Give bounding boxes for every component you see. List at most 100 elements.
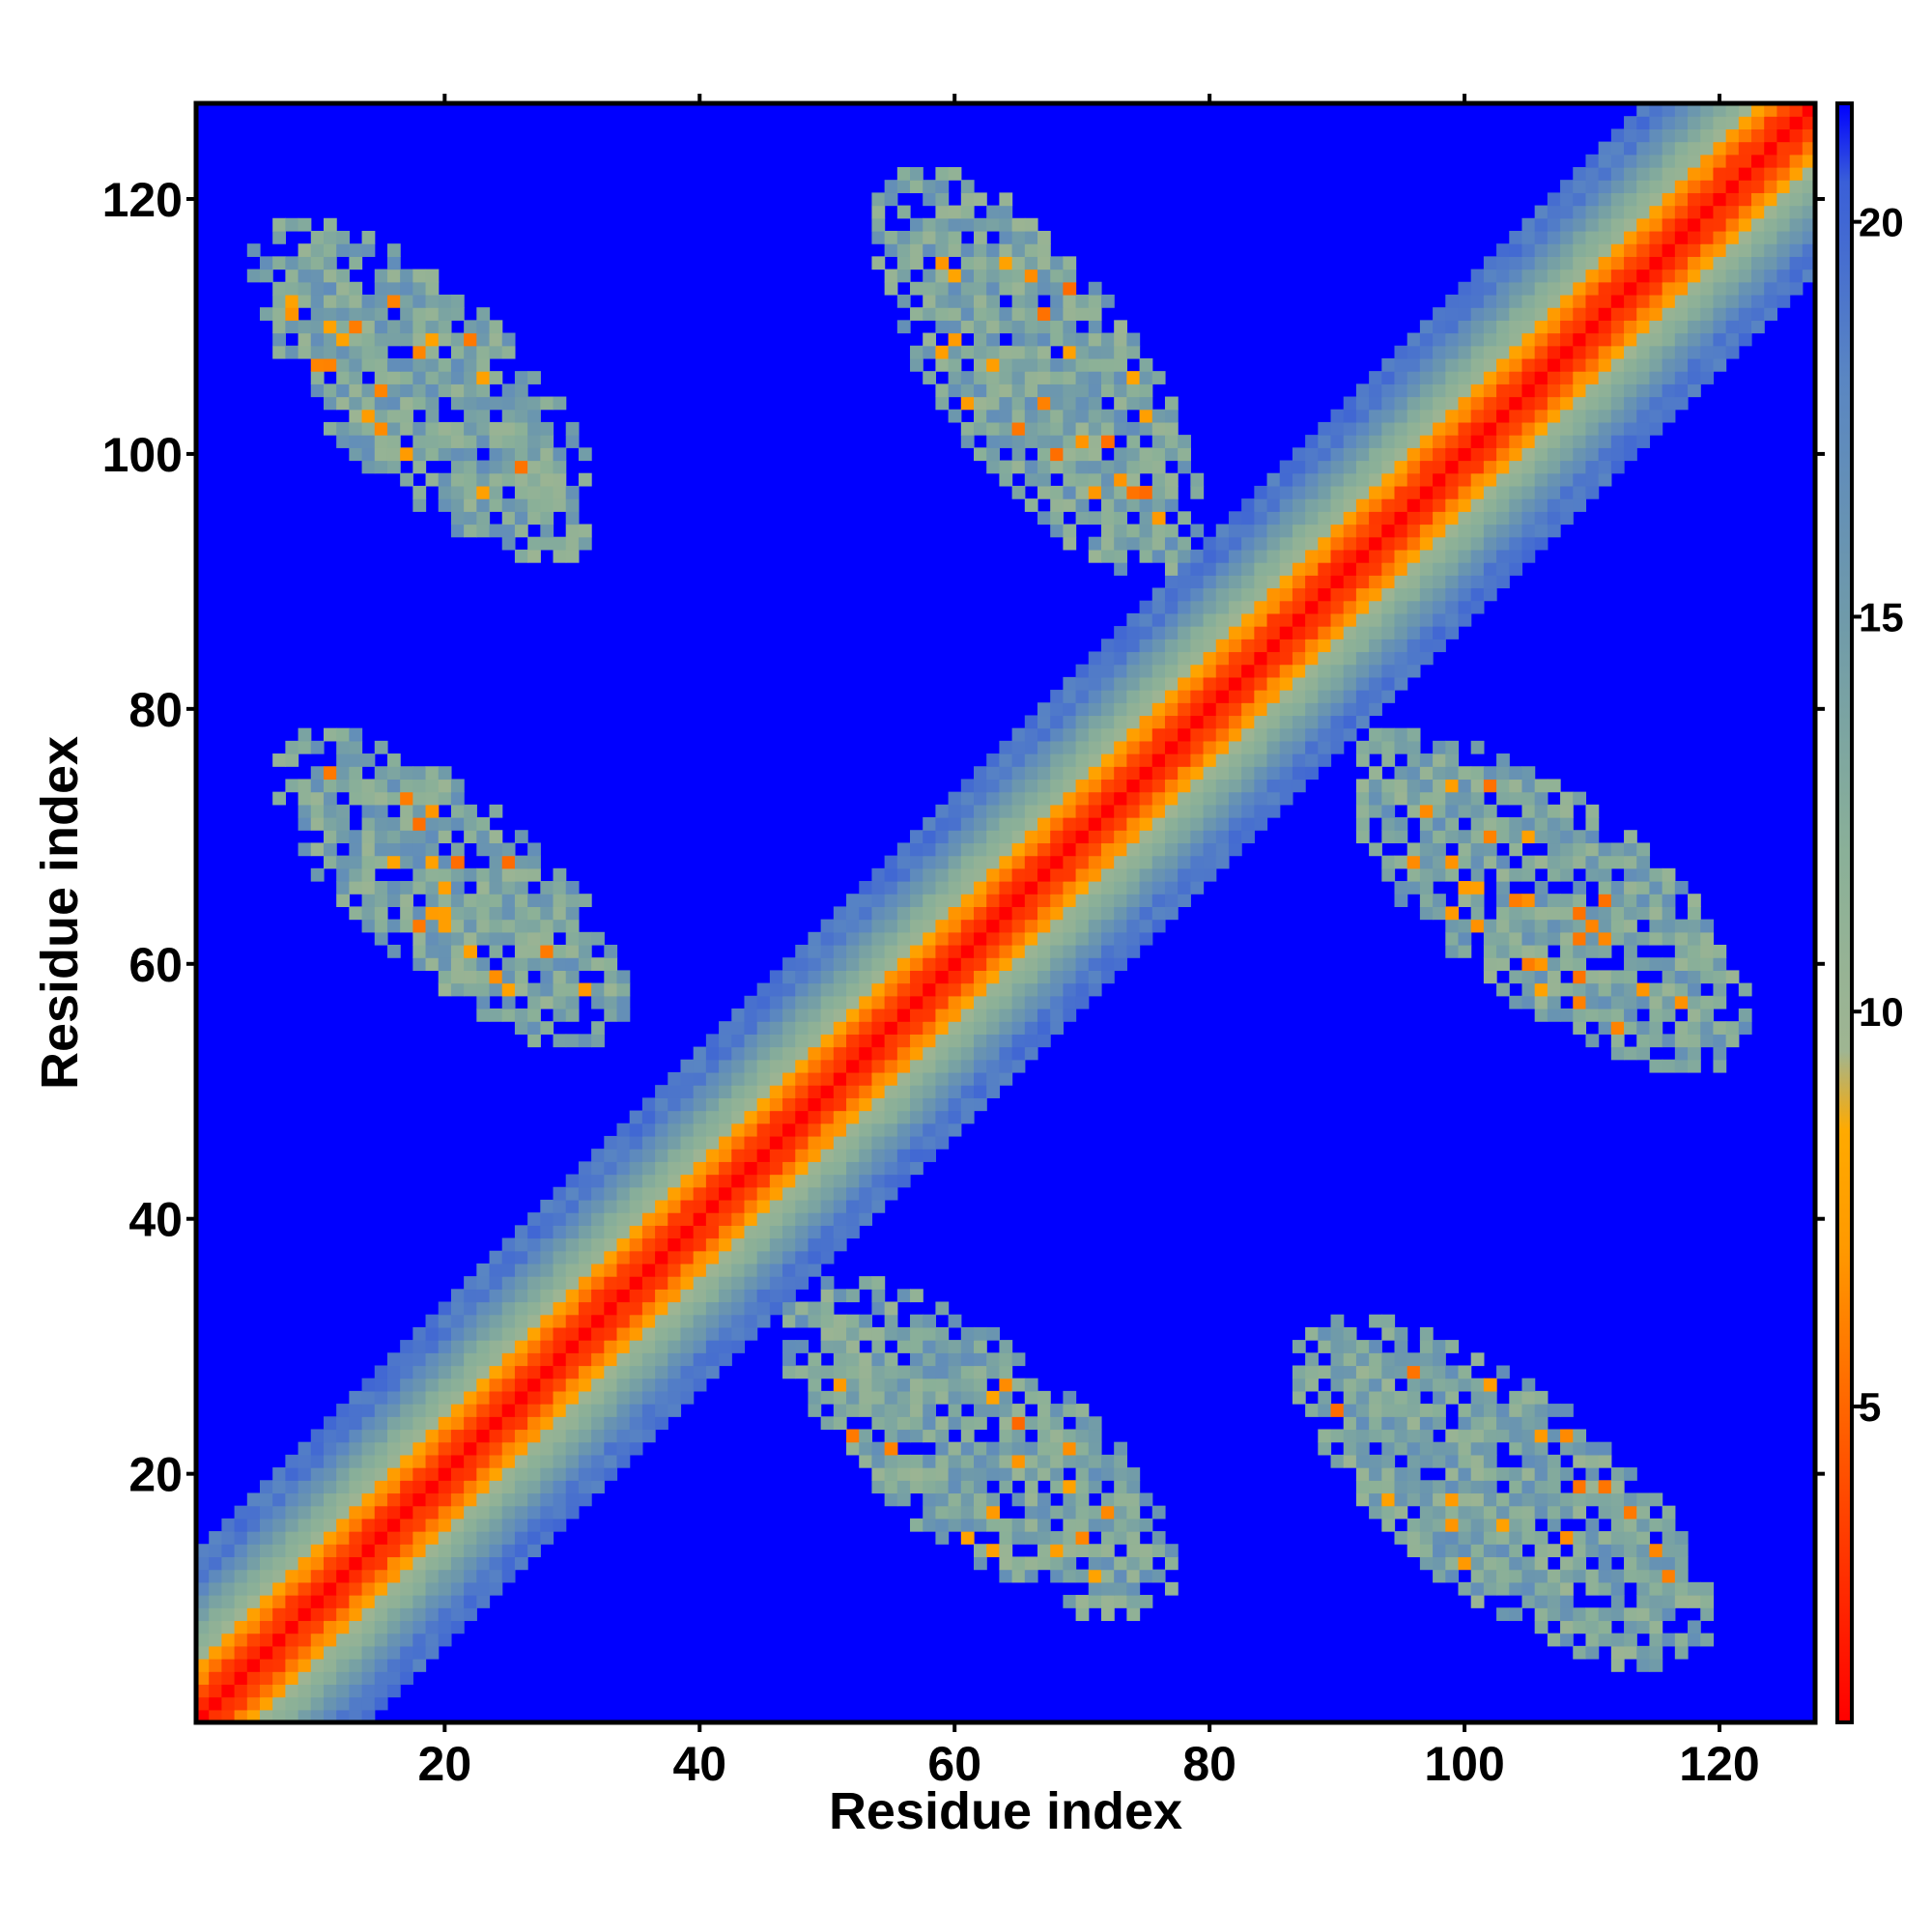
heatmap-cell <box>259 1595 273 1608</box>
heatmap-cell <box>400 919 413 933</box>
heatmap-cell <box>935 1352 950 1367</box>
heatmap-cell <box>1406 511 1421 526</box>
heatmap-cell <box>693 1276 707 1290</box>
heatmap-cell <box>1139 1518 1153 1532</box>
heatmap-cell <box>1139 409 1153 423</box>
heatmap-cell <box>1343 702 1357 717</box>
heatmap-cell <box>1305 435 1319 448</box>
heatmap-cell <box>336 357 350 372</box>
heatmap-cell <box>1100 1607 1115 1622</box>
heatmap-cell <box>1075 1531 1090 1545</box>
heatmap-cell <box>1369 1390 1382 1405</box>
heatmap-cell <box>1139 371 1153 384</box>
heatmap-cell <box>1445 600 1460 614</box>
heatmap-cell <box>986 957 1000 971</box>
heatmap-cell <box>1381 1454 1396 1468</box>
heatmap-cell <box>1241 740 1255 754</box>
heatmap-cell <box>1598 1008 1612 1022</box>
heatmap-cell <box>1445 498 1460 512</box>
heatmap-cell <box>680 1263 695 1277</box>
heatmap-cell <box>553 957 567 971</box>
heatmap-cell <box>999 881 1013 895</box>
heatmap-cell <box>1433 332 1446 347</box>
heatmap-cell <box>820 1390 835 1405</box>
heatmap-cell <box>986 982 1000 997</box>
heatmap-cell <box>578 1352 592 1367</box>
heatmap-cell <box>1024 421 1038 436</box>
heatmap-cell <box>553 1301 567 1316</box>
heatmap-cell <box>310 1684 325 1698</box>
heatmap-cell <box>1305 549 1319 563</box>
heatmap-cell <box>795 1110 810 1124</box>
heatmap-cell <box>1496 562 1510 576</box>
heatmap-cell <box>1114 626 1127 639</box>
heatmap-cell <box>1598 855 1612 869</box>
heatmap-cell <box>960 894 975 907</box>
heatmap-cell <box>782 1174 796 1188</box>
heatmap-cell <box>693 1186 707 1201</box>
heatmap-cell <box>1610 1518 1625 1532</box>
heatmap-cell <box>514 830 528 844</box>
heatmap-cell <box>1458 447 1472 462</box>
heatmap-cell <box>272 1556 286 1571</box>
heatmap-cell <box>1050 779 1064 793</box>
heatmap-cell <box>1164 740 1179 754</box>
heatmap-cell <box>629 1441 643 1456</box>
heatmap-cell <box>960 957 975 971</box>
heatmap-cell <box>450 1620 465 1634</box>
heatmap-cell <box>349 384 363 398</box>
heatmap-cell <box>1394 485 1408 499</box>
heatmap-cell <box>820 1085 835 1098</box>
heatmap-cell <box>1330 536 1345 551</box>
heatmap-cell <box>604 1454 618 1468</box>
heatmap-cell <box>400 421 413 436</box>
heatmap-cell <box>1151 727 1166 742</box>
heatmap-cell <box>1024 753 1038 767</box>
heatmap-cell <box>464 345 477 359</box>
heatmap-cell <box>501 421 516 436</box>
heatmap-cell <box>948 1314 962 1328</box>
heatmap-cell <box>1547 1544 1561 1558</box>
heatmap-cell <box>833 1378 847 1392</box>
heatmap-cell <box>1700 307 1715 321</box>
heatmap-cell <box>1458 894 1472 907</box>
heatmap-cell <box>272 1659 286 1672</box>
heatmap-cell <box>1381 639 1396 653</box>
heatmap-cell <box>680 1365 695 1379</box>
heatmap-cell <box>578 1492 592 1507</box>
heatmap-cell <box>1445 1390 1460 1405</box>
heatmap-cell <box>1011 1046 1026 1061</box>
heatmap-cell <box>1713 1046 1727 1061</box>
heatmap-cell <box>1139 753 1153 767</box>
heatmap-cell <box>833 919 847 933</box>
heatmap-cell <box>680 1135 695 1150</box>
heatmap-cell <box>450 817 465 831</box>
heatmap-cell <box>476 1416 491 1431</box>
heatmap-cell <box>1011 855 1026 869</box>
heatmap-cell <box>655 1237 668 1252</box>
heatmap-cell <box>361 1416 376 1431</box>
heatmap-cell <box>1751 294 1765 308</box>
heatmap-cell <box>731 1046 746 1061</box>
heatmap-cell <box>1024 842 1038 857</box>
heatmap-cell <box>1330 664 1345 678</box>
heatmap-cell <box>935 1046 950 1061</box>
heatmap-cell <box>1318 1404 1332 1417</box>
heatmap-cell <box>1164 626 1179 639</box>
heatmap-cell <box>1343 1378 1357 1392</box>
heatmap-cell <box>412 1531 427 1545</box>
heatmap-cell <box>1573 1645 1587 1660</box>
heatmap-cell <box>476 931 491 946</box>
heatmap-cell <box>859 1326 873 1341</box>
heatmap-cell <box>1114 651 1127 666</box>
heatmap-cell <box>846 982 860 997</box>
heatmap-cell <box>884 1046 898 1061</box>
heatmap-cell <box>1610 1505 1625 1520</box>
heatmap-cell <box>464 524 477 538</box>
heatmap-cell <box>1228 511 1242 526</box>
heatmap-cell <box>1483 536 1497 551</box>
heatmap-cell <box>553 1276 567 1290</box>
heatmap-cell <box>896 1326 911 1341</box>
heatmap-cell <box>1636 1620 1651 1634</box>
heatmap-cell <box>629 1289 643 1303</box>
